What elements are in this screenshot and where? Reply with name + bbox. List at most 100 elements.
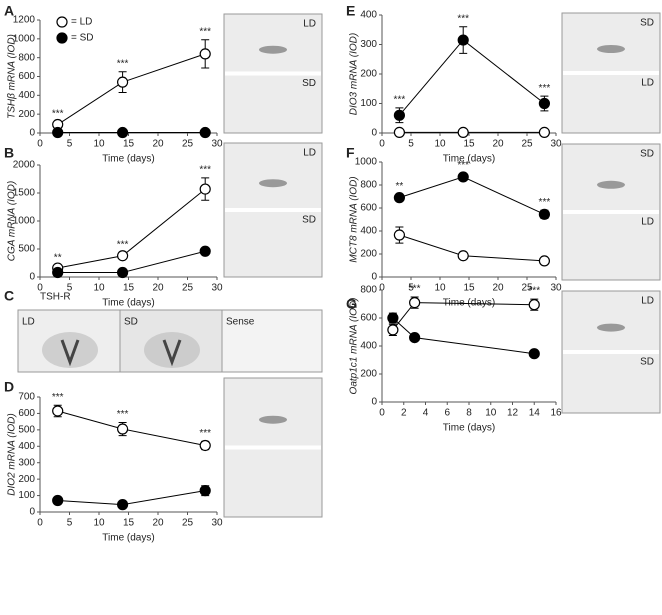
image-label: SD bbox=[302, 215, 316, 226]
series-line bbox=[57, 410, 206, 446]
y-tick-label: 800 bbox=[360, 285, 377, 296]
y-tick-label: 1000 bbox=[13, 216, 36, 227]
image-label: LD bbox=[641, 78, 654, 89]
blot-signal bbox=[597, 323, 625, 332]
blot-divider bbox=[225, 71, 321, 76]
image-label: SD bbox=[640, 18, 654, 29]
x-tick-label: 15 bbox=[123, 518, 135, 529]
legend-marker bbox=[56, 32, 68, 44]
data-point bbox=[199, 485, 211, 497]
data-point bbox=[52, 266, 64, 279]
image-label: LD bbox=[303, 19, 316, 30]
x-tick-label: 0 bbox=[379, 408, 385, 419]
blot-signal bbox=[259, 415, 287, 424]
image-label: SD bbox=[302, 78, 316, 89]
x-axis-label: Time (days) bbox=[102, 154, 154, 165]
y-tick-label: 400 bbox=[360, 341, 377, 352]
data-point bbox=[528, 348, 540, 360]
image-label: SD bbox=[640, 149, 654, 160]
significance: *** bbox=[199, 428, 211, 439]
legend-marker bbox=[56, 16, 68, 28]
significance: *** bbox=[457, 13, 469, 24]
y-tick-label: 300 bbox=[18, 457, 35, 468]
blot-signal bbox=[259, 179, 287, 188]
y-tick-label: 400 bbox=[18, 90, 35, 101]
x-tick-label: 20 bbox=[492, 283, 504, 294]
panel-letter: G bbox=[346, 296, 357, 312]
data-point bbox=[116, 126, 129, 139]
data-point bbox=[52, 494, 64, 507]
significance: *** bbox=[52, 392, 64, 403]
data-point bbox=[116, 499, 129, 511]
data-point bbox=[393, 192, 405, 204]
error-bar bbox=[201, 177, 210, 201]
significance: *** bbox=[199, 26, 211, 37]
y-tick-label: 100 bbox=[360, 98, 377, 109]
x-tick-label: 10 bbox=[485, 408, 497, 419]
data-point bbox=[457, 126, 469, 139]
x-tick-label: 15 bbox=[463, 139, 475, 150]
image-label: Sense bbox=[226, 317, 255, 328]
y-tick-label: 800 bbox=[18, 52, 35, 63]
x-axis-label: Time (days) bbox=[102, 298, 154, 309]
y-tick-label: 600 bbox=[18, 408, 35, 419]
data-point bbox=[116, 250, 129, 262]
image-label: SD bbox=[124, 317, 138, 328]
y-tick-label: 100 bbox=[18, 490, 35, 501]
panel-title: TSH-R bbox=[40, 292, 71, 303]
panel-letter: D bbox=[4, 379, 14, 395]
image-label: LD bbox=[303, 148, 316, 159]
x-tick-label: 5 bbox=[408, 139, 414, 150]
x-tick-label: 30 bbox=[211, 518, 223, 529]
image-label: LD bbox=[641, 217, 654, 228]
x-tick-label: 10 bbox=[434, 283, 446, 294]
x-tick-label: 2 bbox=[401, 408, 407, 419]
data-point bbox=[409, 332, 421, 344]
image-label: LD bbox=[22, 317, 35, 328]
data-point bbox=[387, 324, 399, 336]
x-tick-label: 0 bbox=[37, 518, 43, 529]
y-tick-label: 200 bbox=[18, 109, 35, 120]
series-line bbox=[57, 188, 206, 269]
x-tick-label: 10 bbox=[93, 139, 105, 150]
panel-letter: F bbox=[346, 145, 355, 161]
x-tick-label: 20 bbox=[492, 139, 504, 150]
blot-divider bbox=[563, 71, 659, 75]
y-tick-label: 300 bbox=[360, 39, 377, 50]
x-tick-label: 30 bbox=[550, 283, 562, 294]
x-tick-label: 15 bbox=[463, 283, 475, 294]
data-point bbox=[116, 266, 129, 279]
y-axis-label: CGA mRNA (IOD) bbox=[7, 181, 18, 261]
significance: *** bbox=[117, 58, 129, 69]
data-point bbox=[393, 229, 405, 241]
x-tick-label: 25 bbox=[182, 283, 194, 294]
data-point bbox=[116, 423, 129, 435]
y-tick-label: 600 bbox=[360, 203, 377, 214]
x-axis-label: Time (days) bbox=[443, 154, 495, 165]
x-tick-label: 0 bbox=[37, 283, 43, 294]
data-point bbox=[52, 405, 64, 417]
y-tick-label: 200 bbox=[360, 69, 377, 80]
y-axis-label: TSHβ mRNA (IOD) bbox=[7, 34, 18, 119]
data-point bbox=[538, 126, 551, 139]
y-tick-label: 200 bbox=[360, 369, 377, 380]
x-tick-label: 12 bbox=[507, 408, 519, 419]
data-point bbox=[199, 439, 211, 452]
blot-divider bbox=[225, 208, 321, 212]
series-line bbox=[399, 39, 545, 116]
x-tick-label: 5 bbox=[408, 283, 414, 294]
series-line bbox=[57, 490, 206, 506]
x-tick-label: 25 bbox=[182, 518, 194, 529]
x-tick-label: 25 bbox=[521, 139, 533, 150]
data-point bbox=[199, 48, 211, 60]
x-tick-label: 10 bbox=[93, 283, 105, 294]
error-bar bbox=[459, 26, 468, 54]
significance: *** bbox=[117, 240, 129, 251]
data-point bbox=[52, 126, 64, 139]
x-tick-label: 16 bbox=[550, 408, 562, 419]
data-point bbox=[393, 109, 405, 121]
legend-label: = LD bbox=[71, 17, 92, 28]
significance: *** bbox=[117, 409, 129, 420]
blot-divider bbox=[563, 350, 659, 354]
